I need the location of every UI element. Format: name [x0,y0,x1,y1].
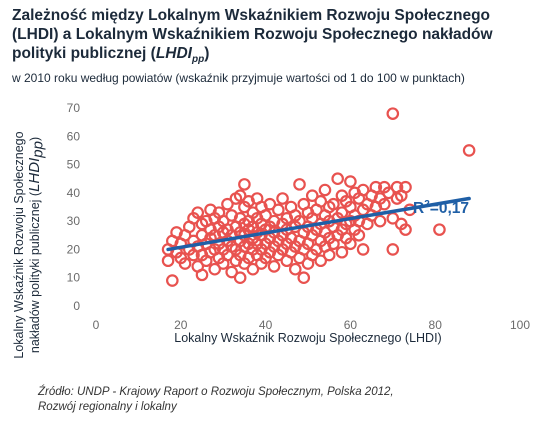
data-point [378,197,391,211]
trend-line [166,196,471,252]
data-point [335,206,349,219]
data-point [373,214,387,228]
chart-subtitle: w 2010 roku według powiatów (wskaźnik pr… [12,71,465,85]
data-point [433,223,446,236]
x-tick-label: 40 [259,318,273,332]
chart-title: Zależność między Lokalnym Wskaźnikiem Ro… [12,6,542,69]
data-point [272,203,285,217]
y-tick-label: 70 [67,101,81,115]
data-point [259,209,272,222]
data-point [288,262,302,276]
data-point [386,243,400,256]
data-point [178,257,192,270]
data-point [399,223,412,236]
x-tick-label: 80 [429,318,443,332]
y-tick-label: 50 [67,158,81,172]
source-note: Źródło: UNDP - Krajowy Raport o Rozwoju … [38,386,394,413]
data-point [170,226,183,239]
y-tick-label: 0 [73,299,80,313]
data-point [352,228,366,242]
x-tick-label: 0 [93,318,100,332]
data-point [267,214,281,228]
data-point [318,183,332,197]
data-point [166,274,179,287]
data-point [161,254,175,268]
data-point [331,172,344,186]
x-tick-label: 20 [174,318,188,332]
data-point [242,195,255,208]
x-tick-label: 100 [510,318,530,332]
r-squared-label: R2=0,17 [413,199,469,218]
data-point [195,268,209,282]
data-point [305,189,319,202]
x-tick-label: 60 [344,318,358,332]
data-point [327,197,340,211]
data-point [335,245,349,259]
data-point [191,206,205,219]
data-point [225,265,238,279]
y-tick-label: 10 [67,271,81,285]
data-point [238,178,251,191]
data-point [322,248,336,262]
y-tick-label: 30 [67,214,81,228]
data-point [356,183,370,197]
data-point [276,192,289,205]
data-point [293,178,306,191]
title-line-1: Zależność między Lokalnym Wskaźnikiem Ro… [12,7,491,24]
data-point [399,180,412,194]
data-point [314,254,328,268]
y-tick-label: 40 [67,186,81,200]
data-point [314,195,328,208]
data-point [462,144,476,157]
y-tick-label: 60 [67,129,81,143]
data-point [382,186,395,200]
data-point [225,209,238,222]
x-axis-label: Lokalny Wskaźnik Rozwoju Społecznego (LH… [174,331,442,345]
data-point [344,175,357,188]
data-point [280,212,294,225]
data-point [344,237,357,251]
data-point [263,197,277,211]
data-point [246,262,260,276]
y-tick-label: 20 [67,242,81,256]
data-point [386,107,400,120]
data-point [297,271,311,285]
data-point [267,260,281,273]
data-point [233,189,247,202]
data-point [208,262,222,276]
data-point [233,271,247,285]
data-point [356,243,370,256]
data-point [221,197,234,211]
title-line-2: (LHDI) a Lokalnym Wskaźnikiem Rozwoju Sp… [12,26,493,43]
data-point [369,180,383,194]
title-line-3: polityki publicznej (LHDIpp) [12,45,210,66]
